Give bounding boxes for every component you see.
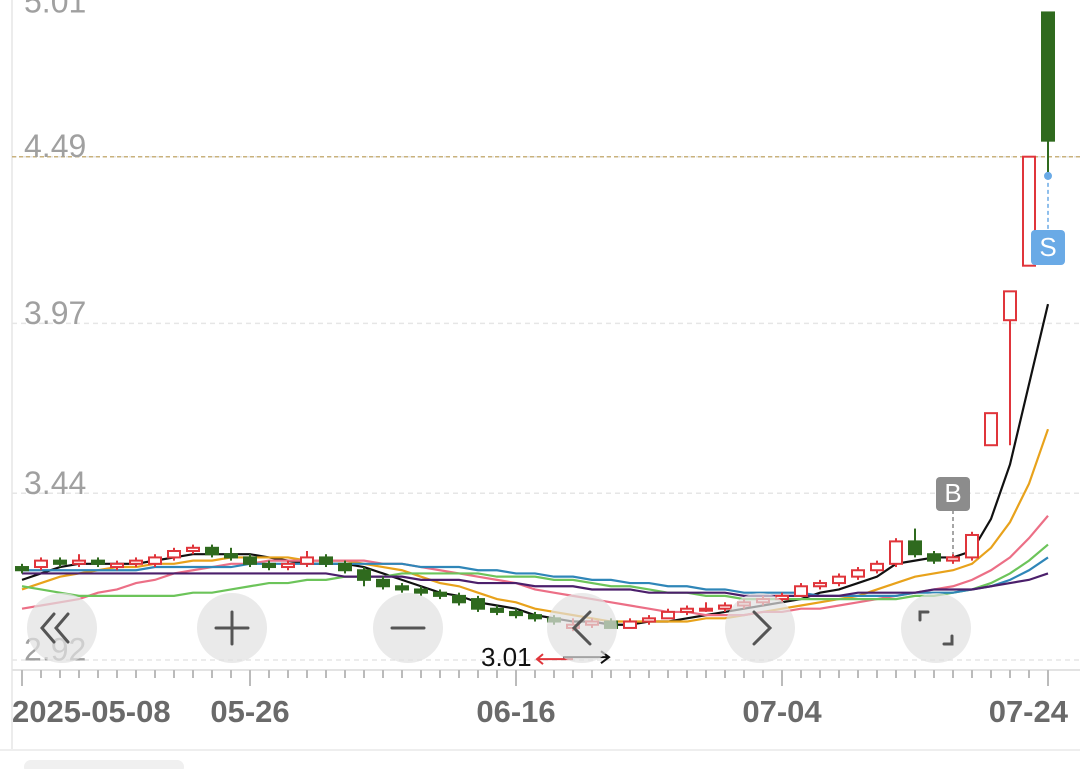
low-label: 3.01 xyxy=(481,642,532,672)
candle-body xyxy=(452,594,466,604)
candle-body xyxy=(262,562,276,569)
candle-body xyxy=(281,562,295,569)
prev-button[interactable] xyxy=(547,593,617,663)
sell-label: S xyxy=(1039,232,1056,262)
candle-body xyxy=(528,614,542,620)
x-tick-label: 06-16 xyxy=(476,694,555,729)
x-tick-label: 05-26 xyxy=(210,694,289,729)
zoom-left-button[interactable] xyxy=(27,593,97,663)
candle-body xyxy=(661,610,675,620)
candle-body xyxy=(946,556,960,562)
candle-body xyxy=(338,562,352,572)
ma-lines xyxy=(21,303,1050,626)
candle-body xyxy=(642,617,656,623)
candle-body xyxy=(984,412,998,447)
candle-body xyxy=(851,569,865,578)
y-tick-label: 3.44 xyxy=(24,465,86,501)
candle-body xyxy=(870,562,884,572)
candle-body xyxy=(623,620,637,629)
candle-body xyxy=(908,540,922,556)
y-tick-label: 5.01 xyxy=(24,0,86,19)
tab-pill xyxy=(24,760,184,769)
x-tick-label: 07-24 xyxy=(989,694,1069,729)
candle-body xyxy=(91,559,105,565)
ma-line xyxy=(21,543,1049,601)
candle-body xyxy=(965,533,979,559)
candle-body xyxy=(471,598,485,610)
y-tick-label: 4.49 xyxy=(24,128,86,164)
ma-line xyxy=(22,556,1049,597)
candle-body xyxy=(167,550,181,559)
candle-body xyxy=(300,556,314,565)
sell-dot xyxy=(1044,171,1052,180)
candle-body xyxy=(889,540,903,565)
icon xyxy=(918,610,954,646)
candle-body xyxy=(832,575,846,585)
candle-body xyxy=(927,553,941,562)
icon xyxy=(571,610,592,646)
candle-body xyxy=(376,578,390,588)
x-tick-label: 07-04 xyxy=(742,694,822,729)
y-axis: 2.923.443.974.495.01 xyxy=(24,0,86,667)
sell-marker xyxy=(1031,230,1065,265)
icon xyxy=(40,612,70,644)
candle-body xyxy=(1041,11,1055,142)
candle-body xyxy=(680,607,694,613)
candle-body xyxy=(224,553,238,559)
candle-body xyxy=(414,588,428,594)
candle-body xyxy=(813,582,827,588)
candle-body xyxy=(148,556,162,565)
y-tick-label: 3.97 xyxy=(24,295,86,331)
buy-label: B xyxy=(944,478,961,508)
candle-body xyxy=(718,604,732,610)
x-tick-label: 2025-05-08 xyxy=(12,694,171,729)
ma-line xyxy=(22,572,1049,597)
candle-body xyxy=(15,566,29,572)
candle-body xyxy=(357,569,371,581)
candle-body xyxy=(110,562,124,569)
candle-body xyxy=(433,591,447,597)
candle-body xyxy=(243,556,257,565)
candle-body xyxy=(699,607,713,612)
candle-body xyxy=(1003,290,1017,322)
candle-body xyxy=(129,559,143,565)
toolbar xyxy=(27,593,971,663)
ma-line xyxy=(21,428,1050,623)
candle-body xyxy=(186,546,200,553)
candle-body xyxy=(509,610,523,617)
candle-body xyxy=(794,585,808,597)
buy-marker xyxy=(936,477,970,511)
icon xyxy=(214,610,250,646)
x-axis: 2025-05-08 05-26 06-16 07-04 07-24 xyxy=(12,669,1080,729)
candles xyxy=(15,11,1055,632)
candle-body xyxy=(72,559,86,565)
candle-body xyxy=(34,559,48,569)
candle-body xyxy=(395,585,409,591)
candle-body xyxy=(319,556,333,565)
candle-body xyxy=(205,546,219,556)
candle-body xyxy=(53,559,67,565)
fullscreen-button[interactable] xyxy=(901,593,971,663)
candle-body xyxy=(490,607,504,613)
next-button[interactable] xyxy=(725,593,795,663)
grid xyxy=(12,155,1080,661)
icon xyxy=(752,610,773,646)
